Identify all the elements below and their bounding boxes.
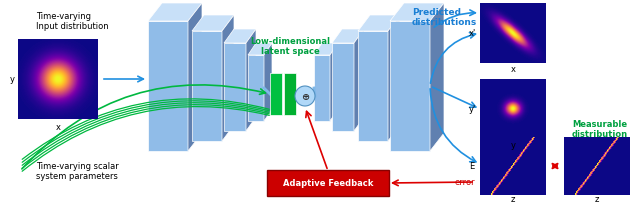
Polygon shape — [314, 44, 338, 56]
Text: Low-dimensional
latent space: Low-dimensional latent space — [250, 36, 330, 56]
Polygon shape — [314, 56, 330, 121]
Polygon shape — [224, 44, 246, 131]
Polygon shape — [388, 16, 400, 141]
Text: z: z — [595, 194, 599, 204]
Polygon shape — [192, 32, 222, 141]
Text: Measurable
distribution: Measurable distribution — [572, 119, 628, 139]
Text: y: y — [10, 75, 15, 84]
Polygon shape — [358, 16, 400, 32]
Text: y: y — [511, 141, 515, 150]
Polygon shape — [264, 44, 272, 121]
Polygon shape — [430, 4, 444, 151]
Text: Time-varying scalar
system parameters: Time-varying scalar system parameters — [36, 161, 119, 180]
Polygon shape — [222, 16, 234, 141]
Circle shape — [295, 87, 315, 107]
Text: Time-varying
Input distribution: Time-varying Input distribution — [36, 12, 109, 31]
Text: x': x' — [468, 29, 476, 38]
Text: x: x — [511, 65, 515, 74]
Polygon shape — [148, 22, 188, 151]
Polygon shape — [248, 44, 272, 56]
Text: z: z — [511, 194, 515, 204]
Text: Predicted
distributions: Predicted distributions — [412, 8, 477, 27]
Text: y': y' — [468, 105, 476, 114]
Text: x: x — [56, 123, 61, 132]
Polygon shape — [332, 44, 354, 131]
Polygon shape — [270, 74, 282, 115]
Polygon shape — [148, 4, 202, 22]
Text: E: E — [469, 162, 475, 171]
Text: ⊕: ⊕ — [301, 91, 309, 102]
Polygon shape — [354, 30, 364, 131]
Text: error: error — [454, 178, 476, 187]
FancyBboxPatch shape — [267, 170, 389, 196]
Polygon shape — [332, 30, 364, 44]
Text: Adaptive Feedback: Adaptive Feedback — [283, 179, 373, 188]
Polygon shape — [330, 44, 338, 121]
Polygon shape — [224, 30, 256, 44]
Polygon shape — [192, 16, 234, 32]
Polygon shape — [248, 56, 264, 121]
Polygon shape — [284, 74, 296, 115]
Polygon shape — [246, 30, 256, 131]
Polygon shape — [358, 32, 388, 141]
Polygon shape — [188, 4, 202, 151]
Polygon shape — [390, 22, 430, 151]
Polygon shape — [390, 4, 444, 22]
